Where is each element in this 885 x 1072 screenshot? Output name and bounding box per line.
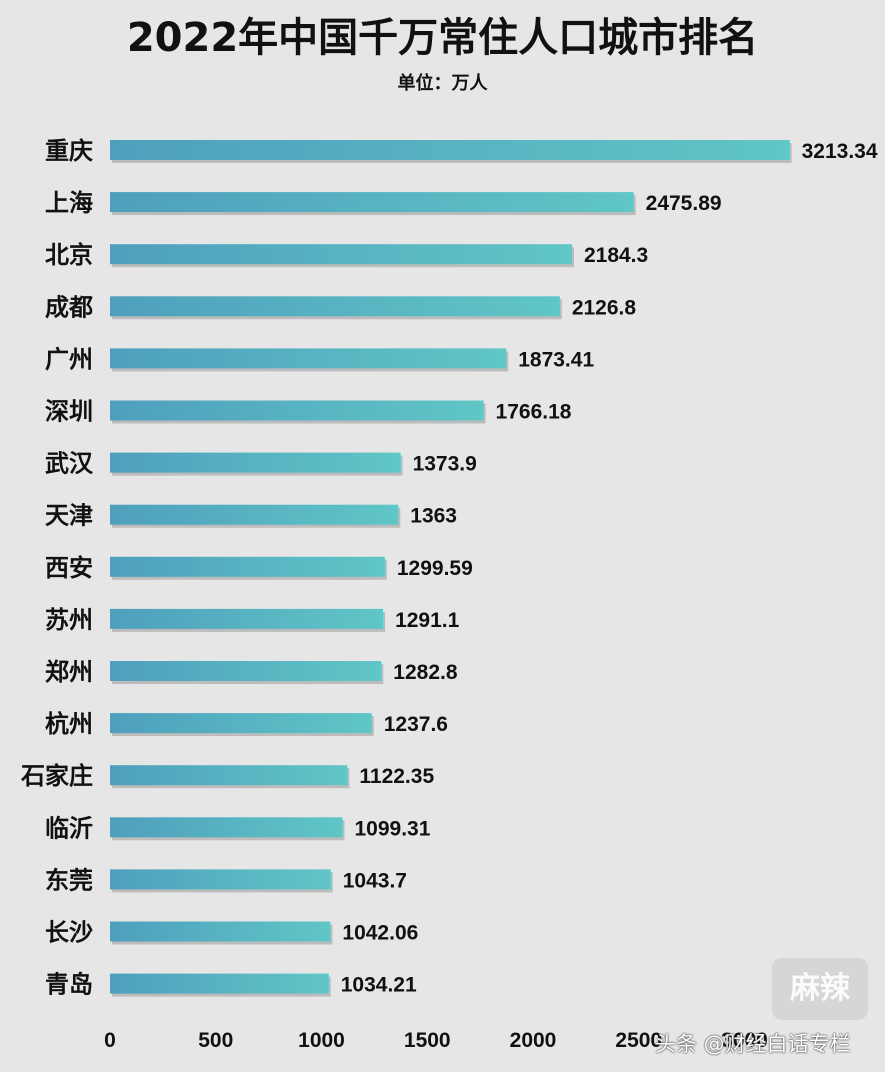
- category-label: 苏州: [45, 606, 93, 634]
- category-label: 长沙: [45, 919, 93, 947]
- category-label: 石家庄: [20, 762, 93, 790]
- bar: [110, 348, 507, 369]
- bars-group: 重庆 3213.34 上海 2475.89 北京 2184.3 成都 2126.8 广州 1873…: [20, 137, 878, 999]
- bar: [110, 244, 572, 265]
- bar: [110, 661, 382, 681]
- category-label: 东莞: [45, 866, 93, 894]
- value-label: 1873.41: [518, 348, 594, 371]
- bar: [110, 973, 329, 994]
- bar: [110, 869, 331, 890]
- logo-badge: 麻辣: [772, 958, 868, 1020]
- value-label: 1766.18: [496, 401, 572, 424]
- value-label: 3213.34: [802, 140, 878, 163]
- value-label: 1299.59: [397, 557, 473, 580]
- value-label: 1282.8: [393, 661, 458, 684]
- category-label: 广州: [45, 345, 93, 373]
- bar: [110, 504, 399, 525]
- category-label: 西安: [45, 554, 93, 582]
- category-label: 临沂: [45, 814, 93, 842]
- value-label: 2126.8: [572, 296, 637, 319]
- x-tick-label: 0: [104, 1029, 116, 1052]
- bar: [110, 817, 343, 838]
- x-axis-ticks: 0 500 1000 1500 2000 2500 3000: [104, 1029, 768, 1052]
- category-label: 青岛: [45, 971, 93, 999]
- category-label: 重庆: [45, 137, 93, 165]
- category-label: 武汉: [45, 450, 94, 478]
- value-label: 2475.89: [646, 192, 722, 215]
- category-label: 杭州: [45, 710, 93, 738]
- chart-subtitle: 单位：万人: [397, 73, 488, 94]
- value-label: 1291.1: [395, 609, 460, 632]
- category-label: 北京: [45, 241, 93, 269]
- category-label: 郑州: [45, 658, 93, 686]
- bar: [110, 192, 634, 213]
- x-tick-label: 2500: [615, 1029, 662, 1052]
- category-label: 深圳: [45, 398, 93, 426]
- x-tick-label: 2000: [510, 1029, 557, 1052]
- bar: [110, 452, 401, 473]
- value-label: 1373.9: [413, 453, 477, 476]
- x-tick-label: 1500: [404, 1029, 451, 1052]
- value-label: 1034.21: [341, 974, 417, 997]
- value-label: 1042.06: [342, 922, 418, 945]
- bar: [110, 608, 384, 629]
- watermark: 头条 @财经白话专栏: [655, 1032, 851, 1056]
- value-label: 1122.35: [359, 765, 434, 788]
- value-label: 1237.6: [384, 713, 448, 736]
- bar: [110, 765, 348, 786]
- category-label: 天津: [45, 502, 93, 530]
- chart-title: 2022年中国千万常住人口城市排名: [126, 15, 759, 61]
- x-tick-label: 3000: [721, 1029, 768, 1052]
- value-label: 1099.31: [355, 817, 431, 840]
- bar: [110, 556, 385, 577]
- bar: [110, 296, 560, 317]
- category-label: 成都: [45, 293, 93, 321]
- value-label: 1363: [410, 505, 457, 528]
- value-label: 1043.7: [343, 869, 407, 892]
- value-label: 2184.3: [584, 244, 648, 267]
- bar: [110, 400, 484, 421]
- x-tick-label: 500: [198, 1029, 233, 1052]
- category-label: 上海: [45, 189, 93, 217]
- x-tick-label: 1000: [298, 1029, 345, 1052]
- bar: [110, 921, 331, 942]
- bar: [110, 140, 790, 160]
- bar: [110, 713, 372, 734]
